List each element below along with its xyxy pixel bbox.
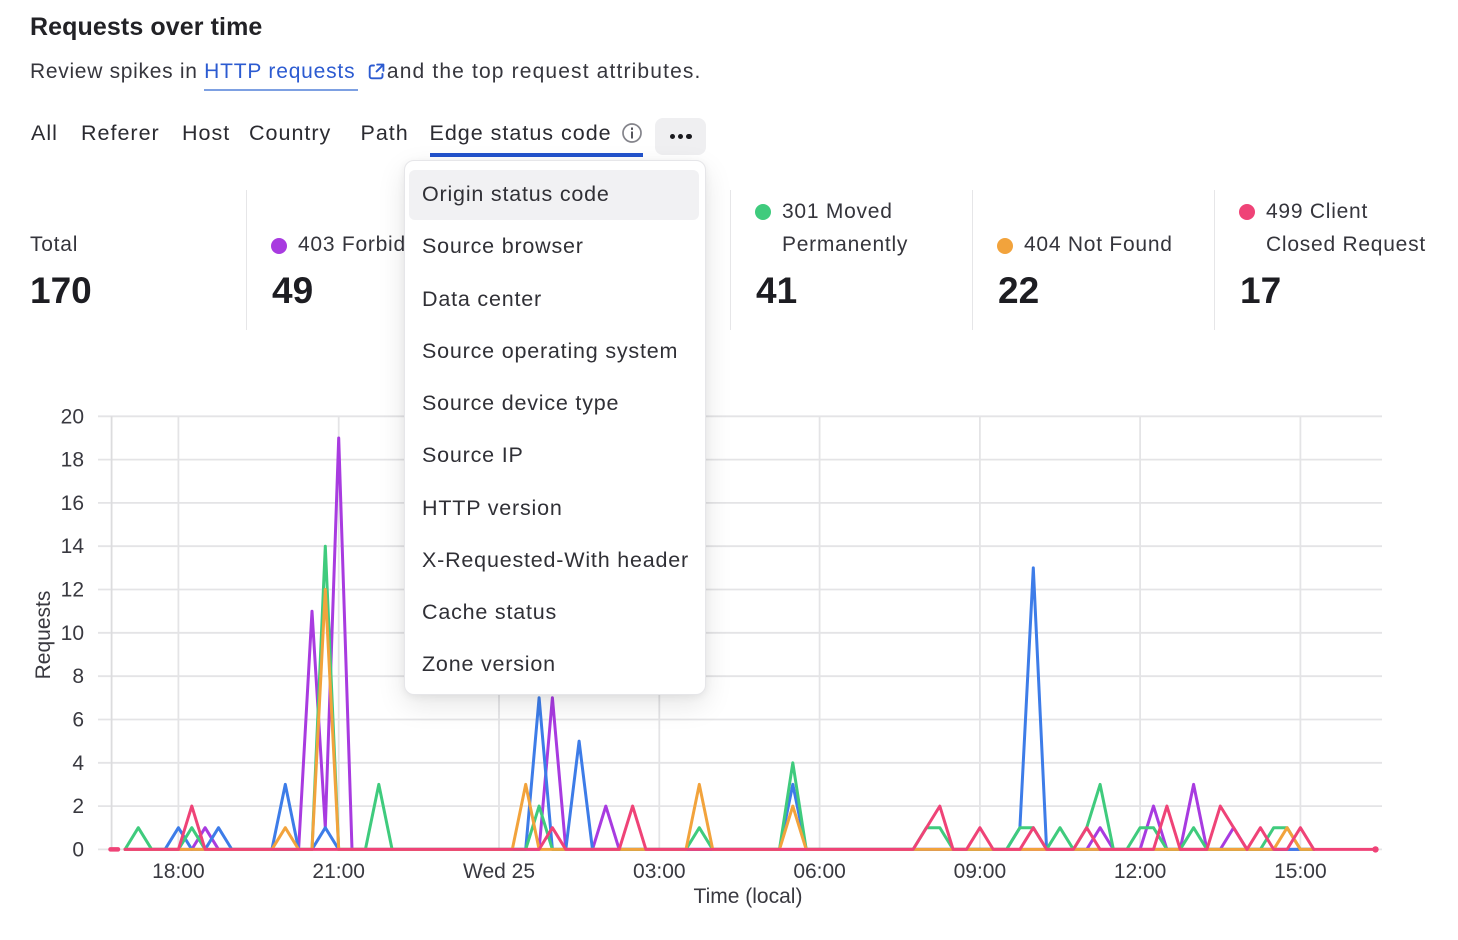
- svg-text:8: 8: [72, 665, 84, 688]
- svg-text:10: 10: [61, 622, 84, 645]
- svg-text:18: 18: [61, 449, 84, 472]
- svg-text:09:00: 09:00: [954, 860, 1007, 883]
- svg-text:12:00: 12:00: [1114, 860, 1167, 883]
- svg-text:Requests: Requests: [32, 591, 55, 680]
- svg-text:Time (local): Time (local): [694, 885, 803, 908]
- svg-text:20: 20: [61, 405, 84, 428]
- svg-text:4: 4: [72, 752, 84, 775]
- svg-text:2: 2: [72, 795, 84, 818]
- svg-text:18:00: 18:00: [152, 860, 205, 883]
- svg-text:0: 0: [72, 838, 84, 861]
- svg-text:21:00: 21:00: [312, 860, 365, 883]
- svg-text:06:00: 06:00: [793, 860, 846, 883]
- svg-text:14: 14: [61, 535, 85, 558]
- svg-text:12: 12: [61, 579, 84, 602]
- svg-text:16: 16: [61, 492, 84, 515]
- svg-text:6: 6: [72, 709, 84, 732]
- svg-text:03:00: 03:00: [633, 860, 686, 883]
- svg-text:Wed 25: Wed 25: [463, 860, 535, 883]
- svg-text:15:00: 15:00: [1274, 860, 1327, 883]
